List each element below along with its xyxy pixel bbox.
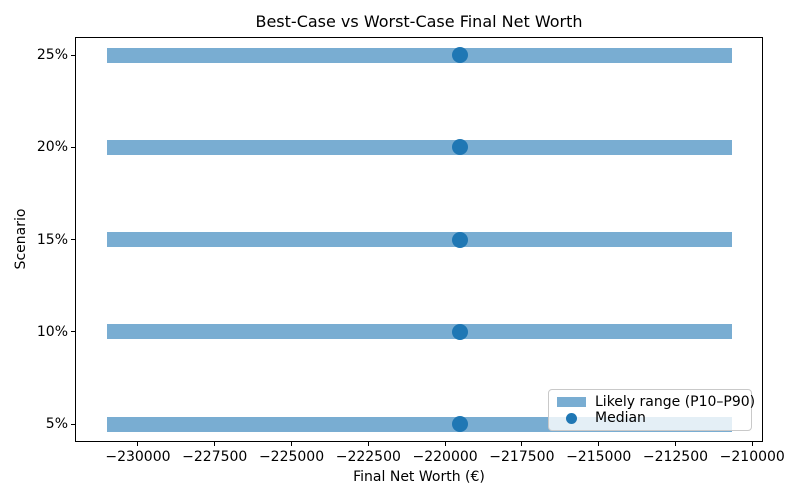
x-tick-label: −220000 <box>412 449 478 465</box>
y-tick-label: 25% <box>36 47 68 63</box>
x-tick-label: −225000 <box>258 449 325 465</box>
legend-item-range: Likely range (P10–P90) <box>557 394 755 410</box>
chart-title: Best-Case vs Worst-Case Final Net Worth <box>255 12 583 31</box>
median-dot-swatch-icon <box>566 412 577 424</box>
median-dot <box>452 416 469 432</box>
legend-item-median: Median <box>557 410 743 426</box>
legend-label-median: Median <box>595 410 646 427</box>
x-tick-label: −212500 <box>642 449 709 465</box>
x-tick-mark <box>521 442 523 446</box>
y-tick-mark <box>71 239 75 240</box>
x-tick-mark <box>444 442 446 446</box>
x-tick-label: −222500 <box>335 449 401 465</box>
y-tick-mark <box>71 54 75 56</box>
range-bar <box>107 324 733 340</box>
x-tick-label: −217500 <box>489 449 555 465</box>
x-tick-mark <box>291 442 293 446</box>
range-bar <box>107 47 733 63</box>
range-bar <box>107 139 733 155</box>
x-tick-mark <box>137 442 139 446</box>
legend: Likely range (P10–P90) Median <box>548 389 755 431</box>
x-tick-label: −210000 <box>719 449 785 465</box>
x-tick-mark <box>751 442 753 446</box>
x-tick-label: −215000 <box>566 449 632 465</box>
median-dot-swatch-wrap <box>557 412 586 424</box>
y-tick-label: 5% <box>45 416 68 432</box>
x-tick-mark <box>367 442 369 446</box>
x-tick-label: −227500 <box>182 449 248 465</box>
range-bar <box>107 232 733 247</box>
legend-label-range: Likely range (P10–P90) <box>595 393 756 410</box>
range-bar-swatch-icon <box>557 396 586 407</box>
x-tick-mark <box>598 442 600 446</box>
y-tick-label: 10% <box>36 323 68 340</box>
median-dot <box>452 231 469 248</box>
x-tick-mark <box>214 442 216 446</box>
x-axis-label: Final Net Worth (€) <box>353 469 485 485</box>
y-tick-mark <box>71 146 75 148</box>
median-dot <box>452 47 469 63</box>
median-dot <box>452 139 469 156</box>
median-dot <box>452 323 469 340</box>
y-tick-mark <box>71 423 75 425</box>
y-tick-mark <box>71 331 75 333</box>
x-tick-label: −230000 <box>105 449 171 465</box>
x-tick-mark <box>674 442 676 446</box>
y-tick-label: 20% <box>36 139 68 156</box>
y-tick-label: 15% <box>36 231 68 248</box>
